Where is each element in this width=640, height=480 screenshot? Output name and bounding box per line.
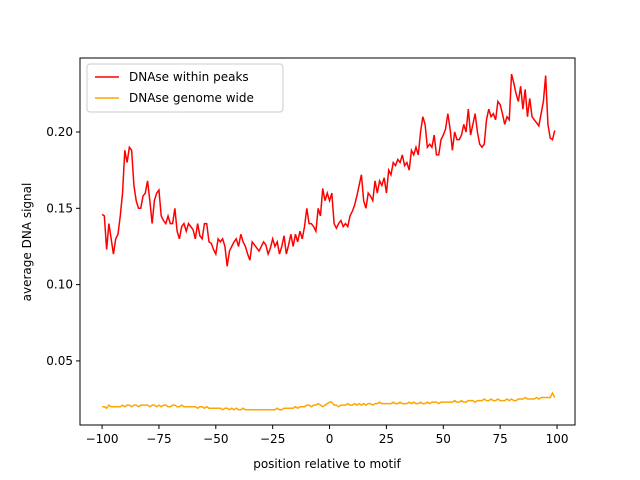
legend-label: DNAse within peaks bbox=[129, 70, 249, 84]
x-tick-label: 25 bbox=[379, 432, 394, 446]
plot-frame bbox=[79, 57, 576, 426]
y-axis-label: average DNA signal bbox=[20, 183, 34, 302]
x-axis-label: position relative to motif bbox=[253, 457, 401, 471]
y-tick-label: 0.15 bbox=[46, 201, 73, 215]
x-tick-label: −100 bbox=[86, 432, 119, 446]
y-tick-label: 0.05 bbox=[46, 354, 73, 368]
x-tick-label: 75 bbox=[493, 432, 508, 446]
x-tick-label: 50 bbox=[436, 432, 451, 446]
x-tick-label: −25 bbox=[260, 432, 285, 446]
y-tick-label: 0.20 bbox=[46, 125, 73, 139]
x-tick-label: 0 bbox=[326, 432, 334, 446]
x-tick-label: 100 bbox=[546, 432, 569, 446]
y-tick-label: 0.10 bbox=[46, 278, 73, 292]
legend-label: DNAse genome wide bbox=[129, 91, 254, 105]
data-line bbox=[102, 391, 556, 411]
x-tick-label: −50 bbox=[203, 432, 228, 446]
data-line bbox=[101, 73, 556, 267]
legend-box bbox=[86, 63, 284, 113]
x-tick-label: −75 bbox=[146, 432, 171, 446]
